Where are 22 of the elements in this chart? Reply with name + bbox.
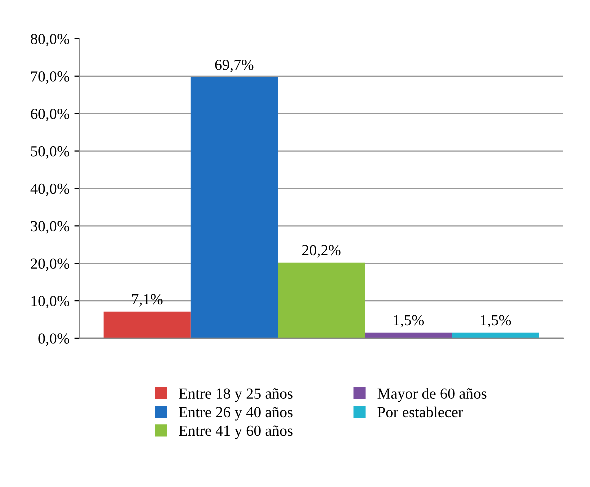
legend-label: Entre 26 y 40 años	[179, 407, 293, 421]
data-label: 7,1%	[132, 294, 163, 307]
data-label: 1,5%	[481, 315, 512, 328]
y-tick-label: 70,0%	[31, 72, 70, 84]
y-tick-label: 80,0%	[31, 34, 70, 47]
y-tick-label: 50,0%	[31, 146, 70, 159]
data-label: 1,5%	[394, 315, 424, 328]
bar	[278, 262, 366, 338]
y-tick-label: 30,0%	[31, 221, 70, 234]
data-label: 69,7%	[215, 60, 254, 72]
data-label: 20,2%	[302, 245, 341, 258]
legend-label: Entre 41 y 60 años	[179, 426, 293, 440]
y-tick-label: 60,0%	[31, 108, 70, 122]
bar	[190, 78, 278, 338]
y-tick-label: 0,0%	[38, 334, 70, 346]
bar	[104, 312, 191, 338]
y-tick-label: 20,0%	[31, 258, 70, 272]
y-tick-label: 40,0%	[30, 184, 70, 196]
legend-label: Entre 18 y 25 años	[179, 388, 293, 402]
y-tick-label: 10,0%	[32, 296, 70, 309]
legend-label: Por establecer	[378, 406, 464, 418]
legend-label: Mayor de 60 años	[378, 388, 487, 402]
